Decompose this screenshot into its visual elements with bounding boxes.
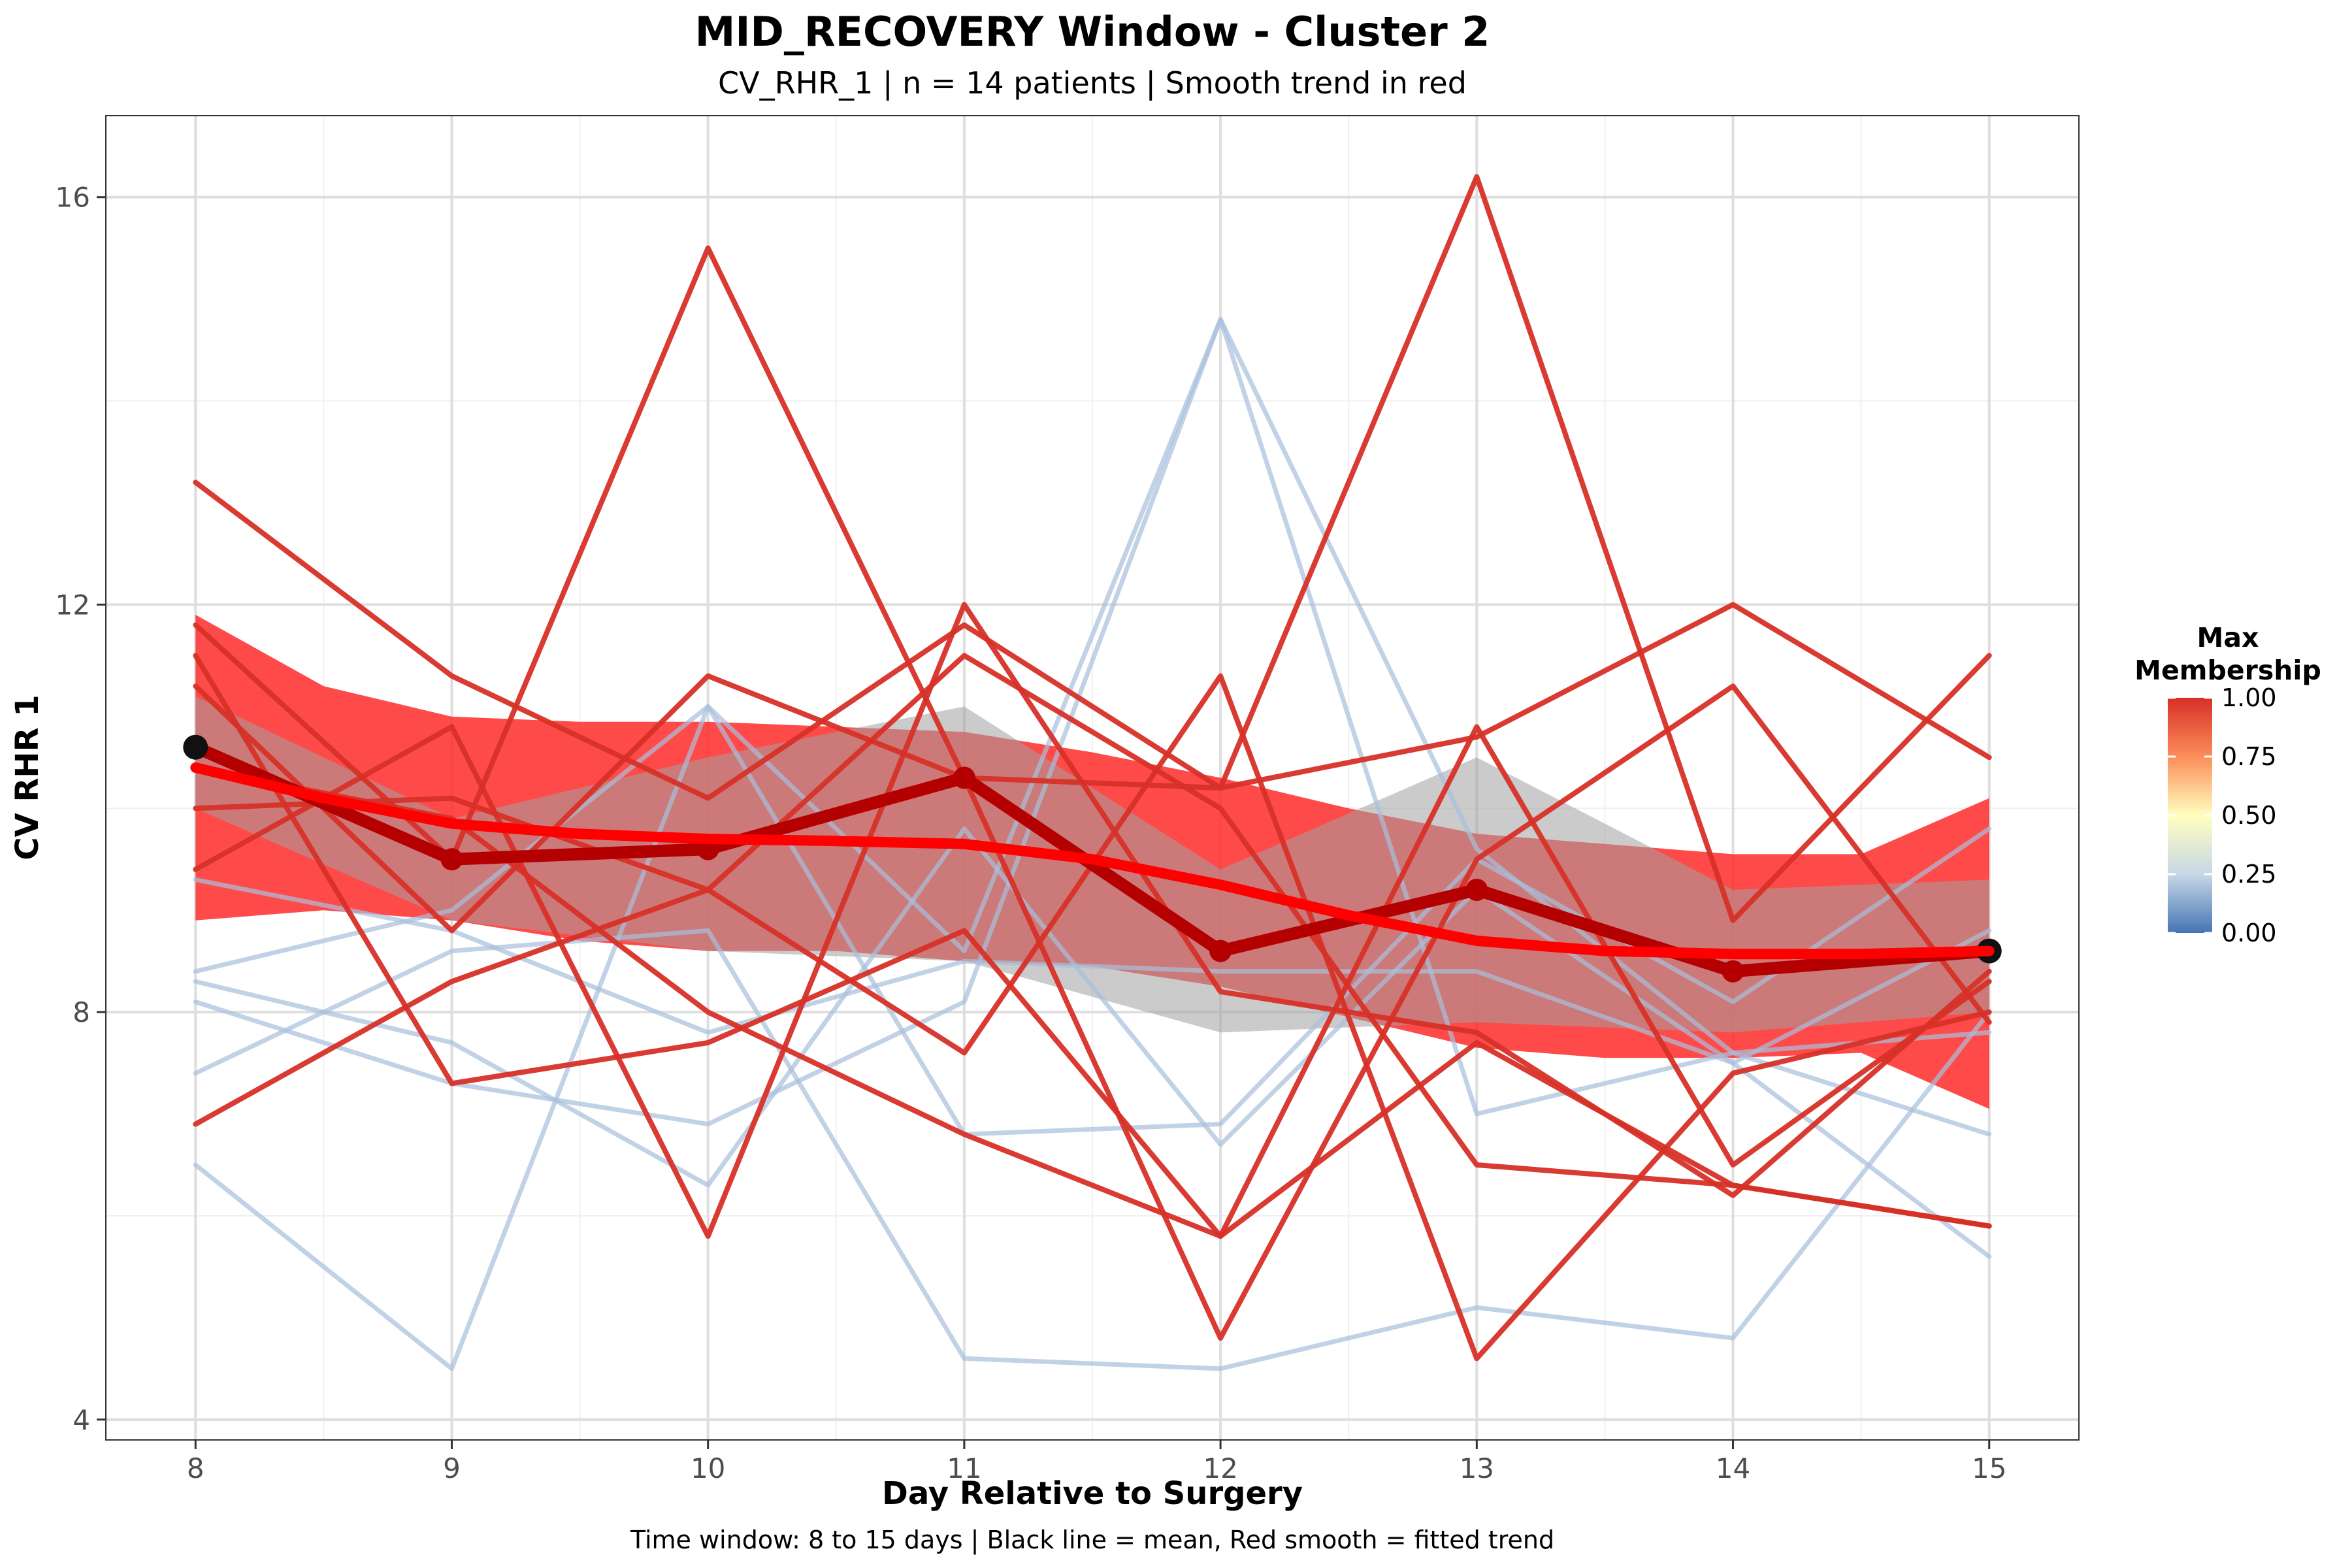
patient-series-line-14 [193,764,1992,1239]
y-axis-title: CV RHR 1 [9,694,46,860]
patient-series-line-1 [193,317,1992,1055]
legend-tick-label: 0.75 [2221,742,2277,771]
patient-series [193,174,1992,1371]
x-tick-label: 8 [187,1452,204,1484]
patient-series-line-3 [193,317,1992,1137]
x-axis: 8 9 10 11 12 13 14 15 [187,1440,2006,1484]
x-tick-label: 9 [443,1452,461,1484]
legend-tick-label: 0.00 [2221,919,2277,947]
patient-series-line-9 [193,673,1992,1341]
mean-point [1465,879,1488,902]
x-tick-label: 14 [1716,1452,1750,1484]
legend-title-line2: Membership [2134,655,2321,686]
x-tick-label: 13 [1460,1452,1494,1484]
grid [106,116,2079,1440]
legend-tick-label: 0.25 [2221,860,2277,889]
smooth-trend-line [190,762,1995,960]
x-tick-label: 11 [947,1452,981,1484]
mean-point [440,848,463,871]
mean-point [1209,939,1232,962]
mean-point [1722,960,1744,983]
y-tick-label: 16 [56,182,90,214]
legend-tick-label: 0.50 [2221,801,2277,830]
x-tick-label: 12 [1203,1452,1237,1484]
patient-series-line-10 [193,653,1992,1239]
legend-tick-label: 1.00 [2221,683,2277,712]
y-tick-label: 4 [73,1404,90,1436]
chart-subtitle: CV_RHR_1 | n = 14 patients | Smooth tren… [718,65,1467,101]
x-axis-title: Day Relative to Surgery [882,1475,1303,1512]
patient-series-line-7 [193,480,1992,801]
patient-series-line-8 [193,174,1992,923]
chart-caption: Time window: 8 to 15 days | Black line =… [630,1526,1554,1555]
legend: Max Membership 1.00 0.75 0.50 0.25 0.00 [2134,622,2321,947]
plot-border [105,115,2080,1441]
legend-ticks: 1.00 0.75 0.50 0.25 0.00 [2168,683,2277,947]
chart-title: MID_RECOVERY Window - Cluster 2 [695,8,1490,56]
patient-series-line-13 [193,653,1992,1229]
mean-point [183,734,208,760]
trend-overlays [183,734,2002,983]
mean-point [953,766,975,789]
y-axis: 4 8 12 16 [56,182,106,1436]
y-tick-label: 8 [73,996,90,1028]
patient-series-line-5 [193,704,1992,1371]
x-tick-label: 15 [1972,1452,2006,1484]
patient-series-line-6 [193,877,1992,1066]
legend-title-line1: Max [2197,622,2259,653]
y-tick-label: 12 [56,589,90,621]
patient-series-line-2 [193,826,1992,1259]
x-tick-label: 10 [691,1452,725,1484]
